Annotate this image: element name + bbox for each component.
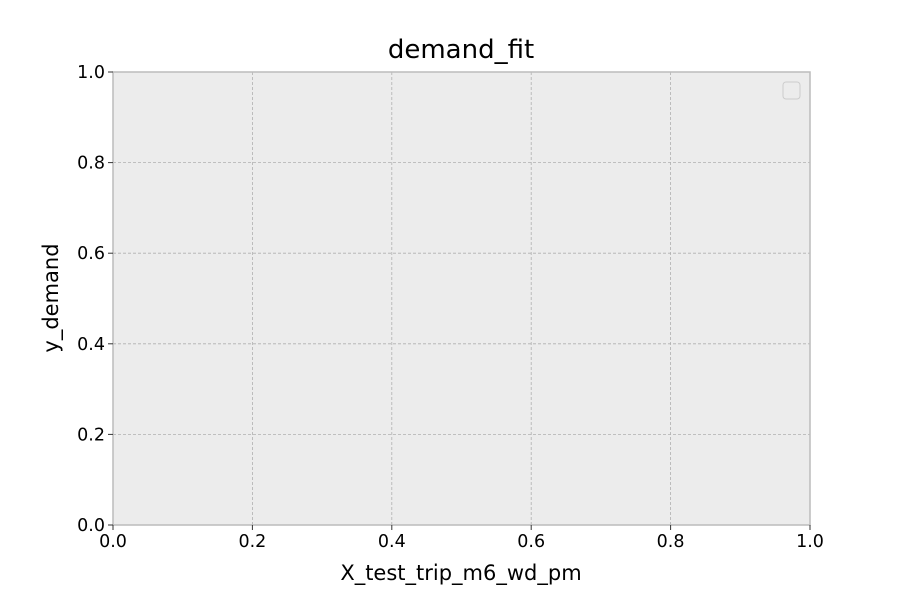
- y-tick-label: 0.0: [77, 516, 105, 536]
- y-tick-label: 0.6: [77, 244, 105, 264]
- x-tick-label: 1.0: [796, 532, 824, 552]
- x-tick-label: 0.4: [378, 532, 406, 552]
- grid-lines: [113, 72, 810, 525]
- x-tick-label: 0.6: [517, 532, 545, 552]
- x-tick-label: 0.0: [99, 532, 127, 552]
- plot-frame: [112, 71, 811, 526]
- y-axis-label: y_demand: [39, 243, 64, 352]
- y-tick-label: 1.0: [77, 63, 105, 83]
- x-axis-label: X_test_trip_m6_wd_pm: [340, 561, 581, 586]
- y-tick-label: 0.4: [77, 335, 105, 355]
- y-tick-label: 0.8: [77, 154, 105, 174]
- y-tick-label: 0.2: [77, 425, 105, 445]
- plot-area: [113, 72, 810, 525]
- legend-box: [782, 81, 801, 100]
- x-tick-label: 0.2: [238, 532, 266, 552]
- y-axis-ticks: 0.0 0.2 0.4 0.6 0.8 1.0: [77, 63, 113, 536]
- x-axis-ticks: 0.0 0.2 0.4 0.6 0.8 1.0: [99, 525, 824, 552]
- chart-title: demand_fit: [388, 35, 534, 65]
- x-tick-label: 0.8: [657, 532, 685, 552]
